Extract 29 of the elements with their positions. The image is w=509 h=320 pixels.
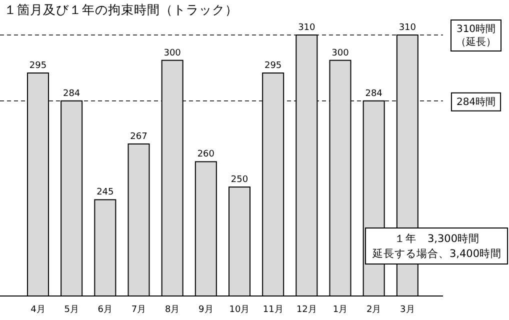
x-tick-label: 11月 [262, 305, 284, 315]
x-tick-label: 6月 [98, 305, 113, 315]
x-tick-label: 1月 [332, 305, 348, 315]
ref-line-label: 284時間 [456, 96, 496, 108]
x-tick-label: 3月 [400, 305, 415, 315]
data-label: 245 [96, 188, 114, 198]
x-tick-label: 9月 [198, 305, 214, 315]
x-tick-label: 8月 [164, 305, 180, 315]
data-label: 284 [365, 88, 383, 99]
x-tick-label: 10月 [229, 305, 250, 315]
data-label: 295 [264, 61, 282, 72]
x-tick-label: 2月 [366, 305, 382, 315]
data-label: 284 [62, 88, 80, 99]
x-tick-label: 12月 [296, 305, 317, 315]
data-label: 250 [230, 175, 248, 186]
x-tick-label: 7月 [131, 305, 146, 315]
title: １箇月及び１年の拘束時間（トラック） [4, 2, 238, 17]
ref-line-label: 310時間（延長） [456, 23, 496, 48]
data-label: 295 [29, 61, 47, 72]
data-label: 267 [130, 132, 148, 142]
data-label: 300 [164, 48, 182, 58]
annotation: １年 3,300時間 [394, 232, 480, 245]
data-label: 260 [197, 150, 215, 160]
data-label: 310 [298, 23, 316, 33]
data-label: 310 [398, 23, 416, 33]
data-label: 300 [332, 48, 350, 58]
x-tick-label: 5月 [64, 305, 79, 315]
x-tick-label: 4月 [30, 305, 46, 315]
annotation: 延長する場合、3,400時間 [371, 247, 502, 260]
